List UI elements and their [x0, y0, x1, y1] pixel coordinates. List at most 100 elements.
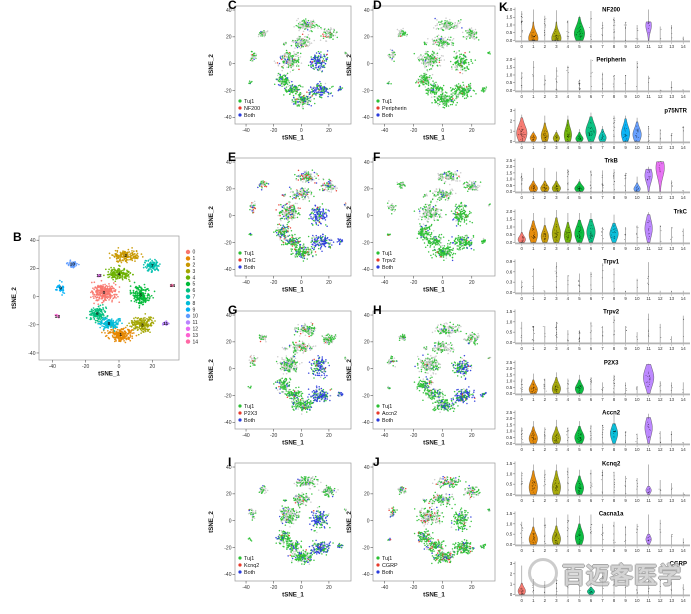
svg-text:2: 2	[193, 263, 196, 269]
svg-text:40: 40	[30, 238, 36, 244]
svg-text:Both: Both	[244, 113, 255, 119]
svg-text:-40: -40	[28, 351, 35, 357]
svg-text:tSNE_1: tSNE_1	[282, 135, 304, 142]
svg-text:tSNE_1: tSNE_1	[282, 287, 304, 294]
panel-e-label: E	[228, 150, 236, 164]
panel-d-label: D	[373, 0, 382, 12]
svg-text:-40: -40	[242, 128, 249, 134]
svg-text:-20: -20	[224, 240, 231, 246]
svg-text:20: 20	[226, 35, 232, 41]
svg-text:0: 0	[367, 61, 370, 67]
svg-text:20: 20	[326, 280, 332, 286]
svg-text:0: 0	[300, 280, 303, 286]
svg-text:-20: -20	[362, 88, 369, 94]
svg-text:20: 20	[150, 364, 156, 370]
svg-text:10: 10	[70, 262, 76, 268]
panel-b-label: B	[13, 230, 22, 244]
panel-f-label: F	[373, 150, 380, 164]
svg-text:14: 14	[170, 283, 176, 289]
panel-h-label: H	[373, 303, 382, 317]
svg-text:tSNE_2: tSNE_2	[346, 54, 353, 76]
panel-k-label: K	[499, 0, 508, 14]
panel-i-label: I	[228, 455, 231, 469]
svg-text:0: 0	[229, 213, 232, 219]
svg-text:9: 9	[193, 307, 196, 313]
svg-text:12: 12	[193, 327, 199, 333]
svg-text:40: 40	[364, 8, 370, 14]
svg-text:20: 20	[226, 187, 232, 193]
svg-text:5: 5	[139, 293, 142, 299]
svg-text:tSNE_2: tSNE_2	[208, 206, 215, 228]
svg-text:Both: Both	[382, 113, 393, 119]
svg-text:9: 9	[59, 286, 62, 292]
svg-text:NF200: NF200	[244, 106, 260, 112]
svg-text:-20: -20	[224, 88, 231, 94]
svg-text:-40: -40	[49, 364, 56, 370]
svg-text:-20: -20	[28, 323, 35, 329]
svg-text:-20: -20	[270, 128, 277, 134]
svg-text:4: 4	[118, 272, 121, 278]
svg-text:7: 7	[193, 295, 196, 301]
svg-text:12: 12	[96, 273, 102, 279]
svg-text:0: 0	[300, 128, 303, 134]
svg-text:13: 13	[193, 333, 199, 339]
svg-text:6: 6	[193, 288, 196, 294]
svg-text:20: 20	[364, 35, 370, 41]
svg-text:-20: -20	[270, 280, 277, 286]
svg-text:20: 20	[30, 266, 36, 272]
svg-text:0: 0	[441, 128, 444, 134]
svg-text:3: 3	[193, 269, 196, 275]
svg-text:tSNE_2: tSNE_2	[11, 287, 18, 309]
svg-text:3: 3	[141, 322, 144, 328]
panel-c-label: C	[228, 0, 237, 12]
svg-text:-40: -40	[362, 115, 369, 121]
svg-text:2: 2	[124, 253, 127, 259]
panel-g-label: G	[228, 303, 237, 317]
svg-text:14: 14	[193, 339, 199, 345]
svg-text:0: 0	[229, 61, 232, 67]
svg-text:6: 6	[96, 311, 99, 317]
svg-text:0: 0	[103, 290, 106, 296]
svg-text:11: 11	[193, 320, 198, 326]
svg-text:-40: -40	[381, 128, 388, 134]
svg-text:Tuj1: Tuj1	[244, 99, 254, 105]
svg-text:0: 0	[33, 294, 36, 300]
svg-text:10: 10	[193, 314, 199, 320]
svg-text:13: 13	[55, 314, 61, 320]
panel-j-label: J	[373, 455, 380, 469]
svg-text:tSNE_1: tSNE_1	[423, 135, 445, 142]
svg-text:20: 20	[326, 128, 332, 134]
svg-text:0: 0	[118, 364, 121, 370]
